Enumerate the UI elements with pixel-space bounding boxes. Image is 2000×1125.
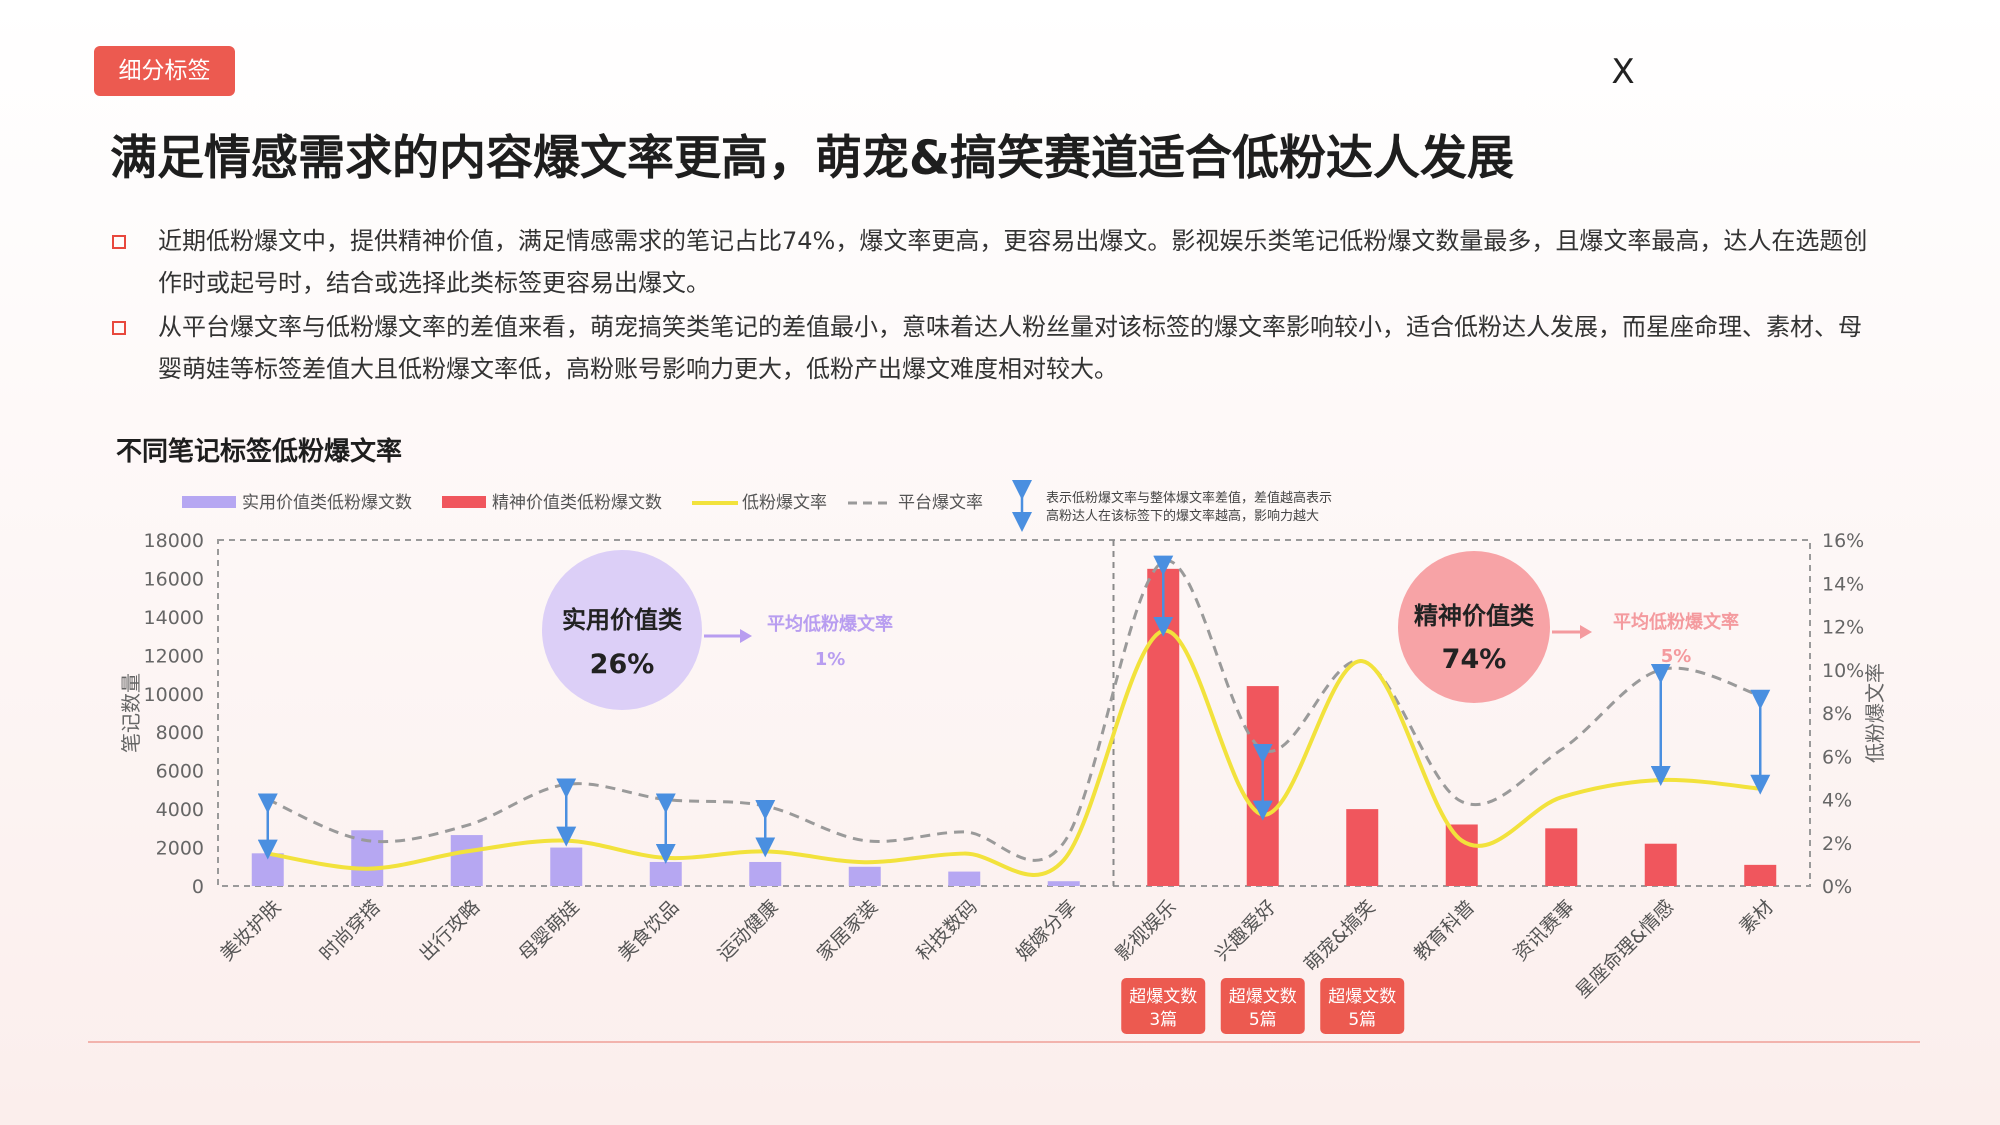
- bullet-list: 近期低粉爆文中，提供精神价值，满足情感需求的笔记占比74%，爆文率更高，更容易出…: [110, 220, 1870, 392]
- x-tick-label: 科技数码: [912, 896, 981, 965]
- y-tick-label: 12000: [144, 645, 204, 667]
- callout-box: [1121, 978, 1206, 1034]
- y2-tick-label: 14%: [1822, 573, 1864, 595]
- callout-line2: 5篇: [1249, 1010, 1277, 1030]
- callout-line2: 3篇: [1149, 1010, 1177, 1030]
- bar-utility: [251, 853, 284, 886]
- legend-label-utility: 实用价值类低粉爆文数: [242, 493, 412, 513]
- utility-avg-value: 1%: [815, 649, 846, 670]
- bar-spirit: [1346, 809, 1379, 886]
- y2-tick-label: 10%: [1822, 660, 1864, 682]
- y2-tick-label: 12%: [1822, 617, 1864, 639]
- y-tick-label: 6000: [156, 761, 204, 783]
- line-platform-rate: [267, 559, 1761, 862]
- y2-tick-label: 2%: [1822, 833, 1852, 855]
- bar-utility: [1047, 881, 1080, 886]
- bullet-item: 近期低粉爆文中，提供精神价值，满足情感需求的笔记占比74%，爆文率更高，更容易出…: [110, 220, 1870, 304]
- chart-legend: 实用价值类低粉爆文数 精神价值类低粉爆文数 低粉爆文率 平台爆文率 表示低粉爆文率与整体…: [182, 480, 1332, 532]
- x-tick-label: 星座命理&情感: [1572, 896, 1679, 1003]
- x-tick-label: 资讯赛事: [1509, 896, 1578, 965]
- plot-frame: [217, 539, 1811, 887]
- callout-line1: 超爆文数: [1129, 987, 1197, 1007]
- bar-utility: [550, 847, 583, 886]
- x-tick-label: 运动健康: [713, 896, 782, 965]
- legend-diff-note-1: 表示低粉爆文率与整体爆文率差值，差值越高表示: [1046, 490, 1332, 506]
- spirit-arrow-head: [1580, 625, 1592, 639]
- page-title: 满足情感需求的内容爆文率更高，萌宠&搞笑赛道适合低粉达人发展: [110, 131, 1514, 186]
- y2-tick-label: 0%: [1822, 876, 1852, 898]
- x-tick-label: 萌宠&搞笑: [1300, 896, 1380, 976]
- legend-label-spirit: 精神价值类低粉爆文数: [492, 493, 662, 513]
- x-tick-label: 美妆护肤: [216, 896, 285, 965]
- bar-spirit: [1644, 843, 1677, 886]
- x-tick-label: 素材: [1735, 896, 1777, 938]
- spirit-group-bubble: [1398, 551, 1550, 703]
- y-tick-label: 16000: [144, 568, 204, 590]
- legend-label-low-rate: 低粉爆文率: [742, 493, 827, 513]
- spirit-group-share: 74%: [1442, 644, 1507, 675]
- y2-tick-label: 4%: [1822, 790, 1852, 812]
- y-tick-label: 18000: [144, 530, 204, 552]
- callout-line2: 5篇: [1348, 1010, 1376, 1030]
- callout-box: [1320, 978, 1405, 1034]
- utility-avg-label: 平均低粉爆文率: [767, 613, 893, 635]
- bar-utility: [351, 830, 384, 886]
- utility-arrow-head: [740, 629, 752, 643]
- y-tick-label: 2000: [156, 838, 204, 860]
- utility-group-label: 实用价值类: [562, 606, 683, 634]
- x-tick-label: 婚嫁分享: [1012, 896, 1081, 965]
- line-low-fan-rate: [267, 628, 1761, 877]
- bar-spirit: [1545, 828, 1578, 886]
- y-tick-label: 4000: [156, 799, 204, 821]
- x-tick-label: 美食饮品: [614, 896, 683, 965]
- bar-utility: [450, 835, 483, 886]
- bullet-item: 从平台爆文率与低粉爆文率的差值来看，萌宠搞笑类笔记的差值最小，意味着达人粉丝量对…: [110, 306, 1870, 390]
- y2-tick-label: 6%: [1822, 746, 1852, 768]
- utility-group-share: 26%: [590, 649, 655, 680]
- y2-tick-label: 16%: [1822, 530, 1864, 552]
- x-tick-label: 影视娱乐: [1111, 896, 1180, 965]
- callout-line1: 超爆文数: [1229, 987, 1297, 1007]
- bar-spirit: [1445, 824, 1478, 886]
- spirit-group-label: 精神价值类: [1414, 602, 1535, 630]
- y-tick-label: 8000: [156, 722, 204, 744]
- y2-tick-label: 8%: [1822, 703, 1852, 725]
- chart-title: 不同笔记标签低粉爆文率: [116, 436, 402, 467]
- y-tick-label: 0: [192, 876, 204, 898]
- legend-diff-note-2: 高粉达人在该标签下的爆文率越高，影响力越大: [1046, 508, 1319, 524]
- bar-utility: [749, 861, 782, 886]
- x-tick-label: 母婴萌娃: [514, 896, 583, 965]
- bar-utility: [948, 871, 981, 886]
- close-button[interactable]: X: [1611, 52, 1635, 92]
- plot-area: 0 2000 4000 6000 8000 10000 12000 14000 16000 180…: [119, 530, 1887, 1034]
- y-tick-label: 14000: [144, 607, 204, 629]
- x-tick-label: 家居家装: [813, 896, 882, 965]
- x-tick-label: 教育科普: [1410, 896, 1479, 965]
- y-tick-label: 10000: [144, 684, 204, 706]
- bar-utility: [649, 861, 682, 886]
- spirit-avg-label: 平均低粉爆文率: [1613, 611, 1739, 633]
- x-tick-label: 出行攻略: [415, 896, 484, 965]
- y2-axis-label: 低粉爆文率: [1863, 663, 1887, 763]
- utility-group-bubble: [542, 550, 702, 710]
- y-axis-label: 笔记数量: [119, 673, 143, 753]
- callout-line1: 超爆文数: [1328, 987, 1396, 1007]
- legend-swatch-utility: [182, 496, 236, 508]
- bar-spirit: [1744, 864, 1777, 886]
- legend-swatch-spirit: [442, 496, 486, 508]
- bar-utility: [848, 866, 881, 886]
- spirit-avg-value: 5%: [1661, 646, 1692, 667]
- x-tick-label: 兴趣爱好: [1211, 896, 1280, 965]
- x-tick-label: 时尚穿搭: [315, 896, 384, 965]
- footer-divider: [88, 1041, 1920, 1043]
- callout-box: [1220, 978, 1305, 1034]
- section-tag: 细分标签: [94, 46, 235, 96]
- legend-label-platform-rate: 平台爆文率: [898, 493, 983, 513]
